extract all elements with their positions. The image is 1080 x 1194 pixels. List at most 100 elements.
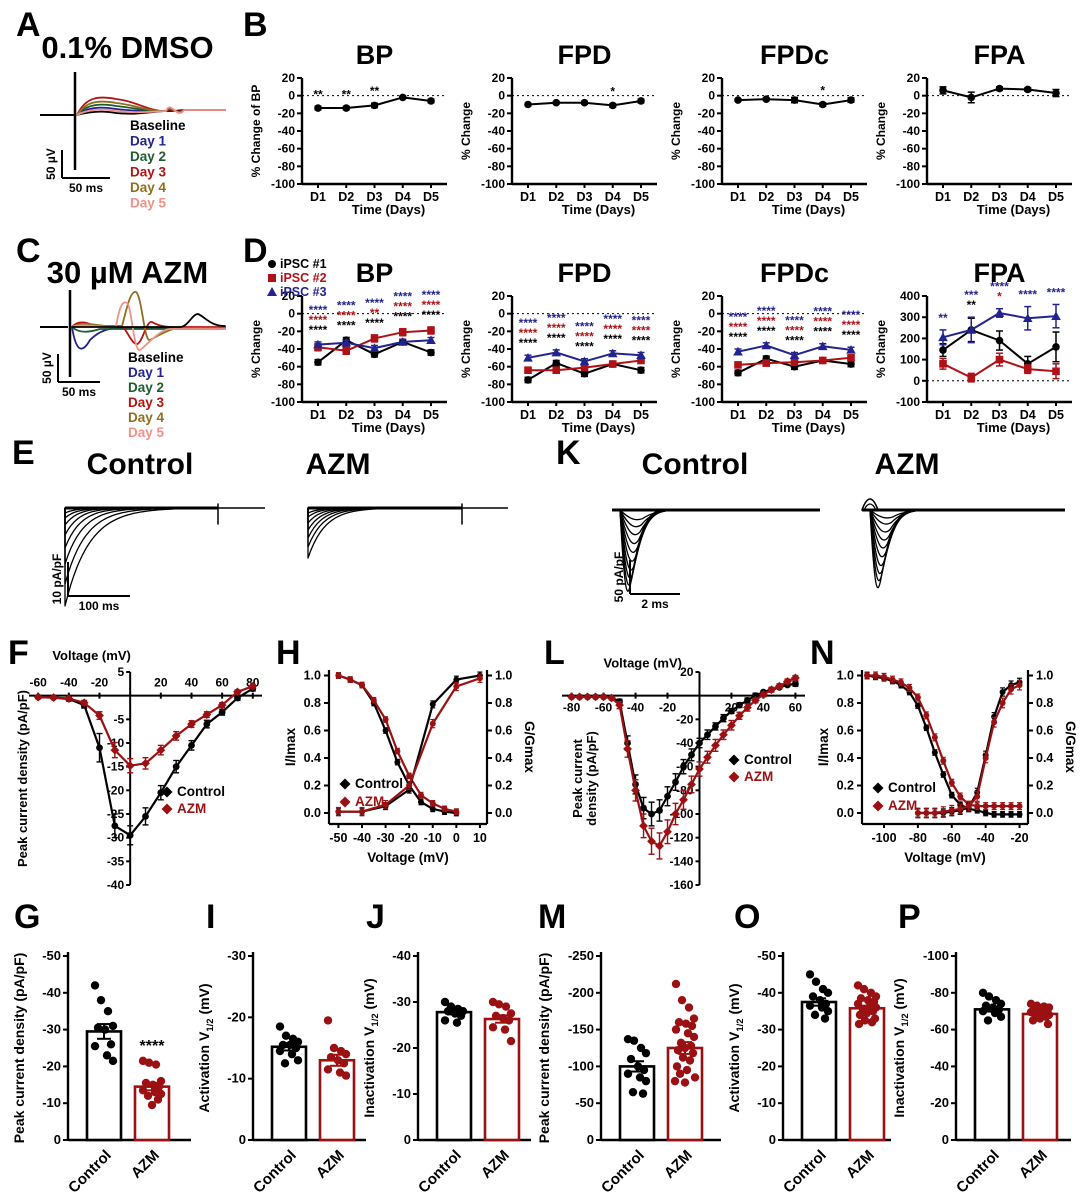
- ina-trace-family: 10 pA/pF 100 ms: [50, 503, 508, 613]
- svg-text:-80: -80: [698, 159, 716, 173]
- svg-text:****: ****: [393, 310, 412, 324]
- svg-text:0.8: 0.8: [304, 696, 321, 710]
- svg-text:**: **: [342, 87, 352, 101]
- svg-text:20: 20: [680, 665, 694, 679]
- svg-text:-60: -60: [930, 1022, 949, 1037]
- svg-text:-60: -60: [488, 142, 506, 156]
- svg-text:iPSC #1: iPSC #1: [280, 257, 327, 271]
- svg-text:****: ****: [575, 340, 594, 354]
- svg-text:D4: D4: [605, 190, 621, 204]
- svg-text:-60: -60: [595, 701, 613, 715]
- chart-L: -80-60-40-2020406020-20-40-60-80-100-120…: [562, 656, 805, 892]
- svg-text:D1: D1: [310, 408, 326, 422]
- svg-text:1.0: 1.0: [837, 669, 854, 683]
- chart-n-gating: 0.0 0.0 0.2 0.2 0.4 0.4 0.6 0.6 0.8 0.8 1.0 1.0 -100…: [816, 669, 1078, 866]
- svg-text:D5: D5: [843, 408, 859, 422]
- svg-text:****: ****: [393, 300, 412, 314]
- panel-label-i: I: [206, 898, 216, 936]
- svg-text:-20: -20: [488, 106, 506, 120]
- svg-text:AZM: AZM: [478, 1147, 513, 1182]
- svg-text:****: ****: [519, 336, 538, 350]
- svg-text:-20: -20: [1010, 831, 1028, 845]
- svg-text:****: ****: [729, 310, 748, 324]
- svg-text:D1: D1: [730, 190, 746, 204]
- svg-text:****: ****: [785, 314, 804, 328]
- svg-text:-80: -80: [903, 159, 921, 173]
- svg-text:100 ms: 100 ms: [79, 599, 120, 613]
- svg-text:0: 0: [498, 89, 505, 103]
- svg-text:60: 60: [789, 701, 803, 715]
- svg-text:D2: D2: [548, 408, 564, 422]
- svg-text:D5: D5: [1048, 190, 1064, 204]
- svg-text:****: ****: [309, 303, 328, 317]
- svg-text:-250: -250: [568, 948, 594, 963]
- svg-text:AZM: AZM: [177, 801, 206, 816]
- svg-text:-200: -200: [568, 985, 594, 1000]
- svg-text:-80: -80: [930, 985, 949, 1000]
- svg-text:-20: -20: [392, 1040, 411, 1055]
- svg-text:Peak current: Peak current: [570, 738, 585, 817]
- svg-text:-100: -100: [271, 395, 295, 409]
- svg-text:20: 20: [282, 71, 296, 85]
- svg-text:-20: -20: [757, 1058, 776, 1073]
- svg-text:D2: D2: [963, 190, 979, 204]
- panel-k-title-control: Control: [641, 448, 749, 481]
- svg-text:Control: Control: [744, 752, 792, 767]
- svg-text:0.8: 0.8: [837, 696, 854, 710]
- svg-text:****: ****: [337, 309, 356, 323]
- panel-k-current-traces: 50 pA/pF 2 ms: [612, 498, 1065, 611]
- svg-text:% Change: % Change: [459, 102, 473, 160]
- svg-text:20: 20: [492, 71, 506, 85]
- svg-text:Inactivation V1/2 (mV): Inactivation V1/2 (mV): [361, 978, 381, 1117]
- svg-text:-40: -40: [488, 342, 506, 356]
- svg-text:-50: -50: [42, 948, 61, 963]
- svg-text:D2: D2: [338, 408, 354, 422]
- panel-label-n: N: [810, 634, 835, 672]
- svg-text:60: 60: [215, 676, 229, 690]
- svg-text:0: 0: [708, 307, 715, 321]
- svg-text:0: 0: [942, 1132, 949, 1147]
- svg-text:-80: -80: [698, 377, 716, 391]
- svg-text:0.0: 0.0: [837, 806, 854, 820]
- svg-text:5: 5: [117, 665, 124, 679]
- svg-text:D3: D3: [577, 408, 593, 422]
- svg-text:****: ****: [1047, 285, 1066, 299]
- svg-text:Voltage (mV): Voltage (mV): [367, 850, 449, 865]
- svg-text:40: 40: [757, 701, 771, 715]
- svg-text:D1: D1: [730, 408, 746, 422]
- svg-text:-10: -10: [757, 1095, 776, 1110]
- svg-text:-20: -20: [698, 106, 716, 120]
- svg-text:Time (Days): Time (Days): [352, 202, 425, 217]
- svg-text:-15: -15: [107, 760, 125, 774]
- svg-text:Day 4: Day 4: [130, 180, 167, 195]
- svg-text:-160: -160: [669, 878, 693, 892]
- svg-text:**: **: [370, 306, 380, 320]
- svg-text:*: *: [610, 85, 615, 99]
- svg-text:FPA: FPA: [974, 40, 1026, 70]
- svg-text:-40: -40: [757, 985, 776, 1000]
- svg-text:****: ****: [337, 299, 356, 313]
- svg-text:-30: -30: [757, 1022, 776, 1037]
- svg-text:-60: -60: [278, 360, 296, 374]
- svg-text:-40: -40: [353, 831, 371, 845]
- svg-text:50 pA/pF: 50 pA/pF: [612, 552, 626, 603]
- svg-text:Control: Control: [250, 1147, 300, 1194]
- svg-text:-40: -40: [42, 985, 61, 1000]
- svg-text:Control: Control: [780, 1147, 830, 1194]
- svg-text:0: 0: [587, 1132, 594, 1147]
- chart-m-bars: -250 -200 -150 -100 -50 0 Peak current density…: [536, 948, 721, 1194]
- svg-text:-30: -30: [227, 948, 246, 963]
- svg-text:10: 10: [473, 831, 487, 845]
- svg-text:-40: -40: [698, 342, 716, 356]
- svg-text:-40: -40: [392, 948, 411, 963]
- svg-text:D3: D3: [367, 408, 383, 422]
- svg-text:****: ****: [575, 320, 594, 334]
- chart-M: -250 -200 -150 -100 -50 0 Peak current density…: [536, 948, 721, 1194]
